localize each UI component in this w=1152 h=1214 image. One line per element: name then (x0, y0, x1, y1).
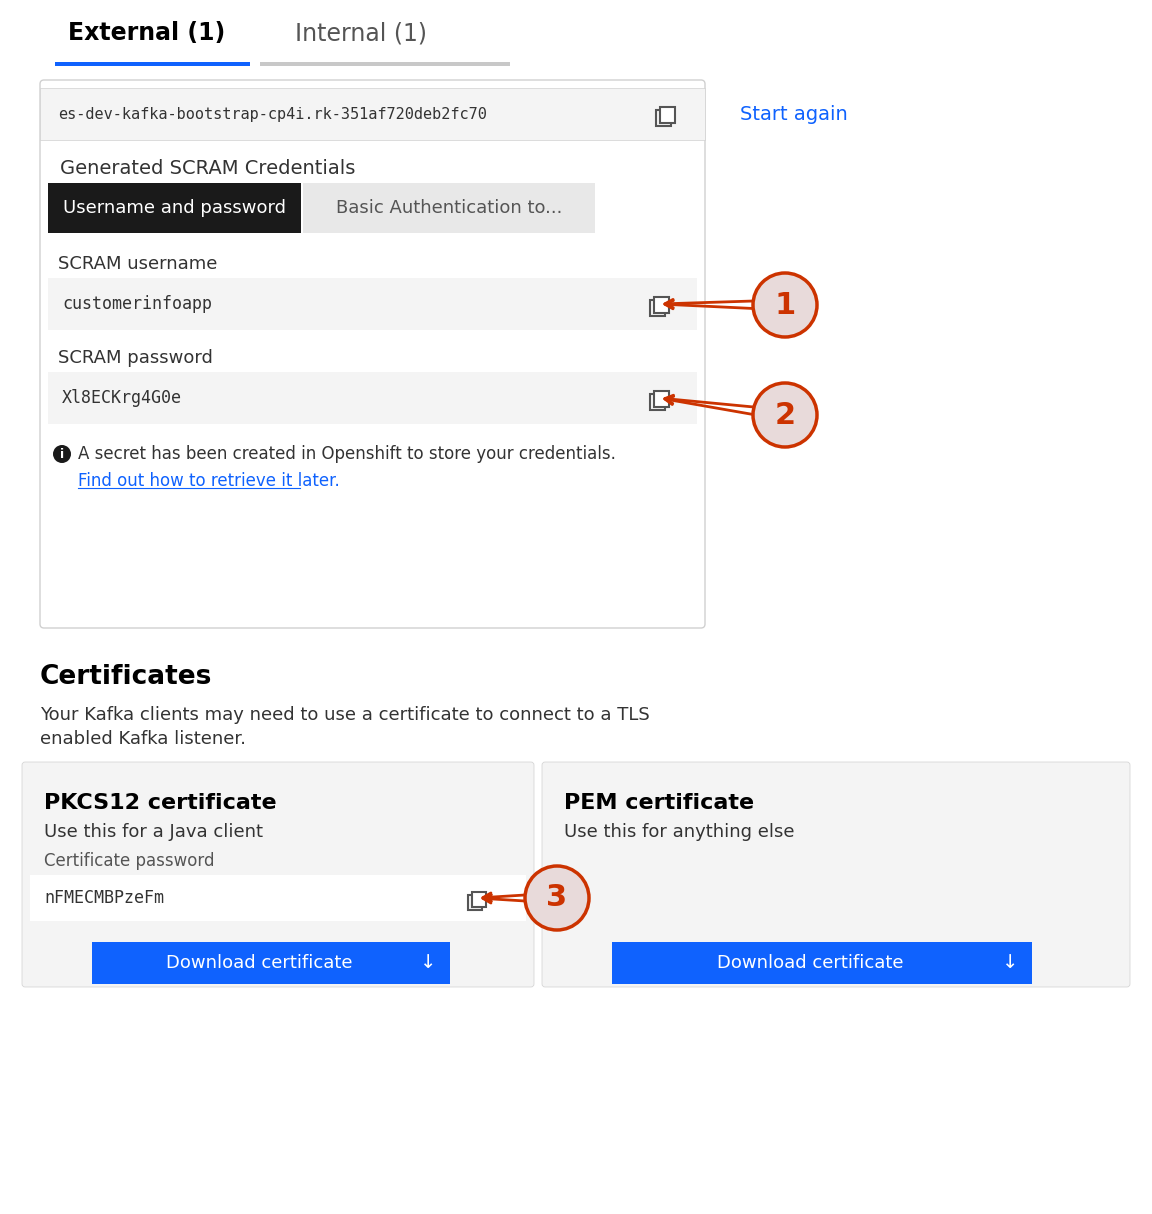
FancyBboxPatch shape (650, 395, 665, 410)
Circle shape (753, 382, 817, 447)
Text: es-dev-kafka-bootstrap-cp4i.rk-351af720deb2fc70: es-dev-kafka-bootstrap-cp4i.rk-351af720d… (58, 107, 487, 121)
Circle shape (753, 273, 817, 337)
Text: i: i (60, 448, 65, 460)
Text: nFMECMBPzeFm: nFMECMBPzeFm (44, 889, 164, 907)
Text: Certificates: Certificates (40, 664, 212, 690)
Text: ↓: ↓ (419, 953, 437, 972)
Text: PKCS12 certificate: PKCS12 certificate (44, 793, 276, 813)
Text: Certificate password: Certificate password (44, 852, 214, 870)
Text: Download certificate: Download certificate (166, 954, 353, 972)
Text: Start again: Start again (740, 104, 848, 124)
FancyBboxPatch shape (654, 391, 669, 407)
Text: Use this for anything else: Use this for anything else (564, 823, 795, 841)
FancyBboxPatch shape (22, 762, 535, 987)
FancyBboxPatch shape (541, 762, 1130, 987)
Text: Find out how to retrieve it later.: Find out how to retrieve it later. (78, 472, 340, 490)
Text: SCRAM password: SCRAM password (58, 348, 213, 367)
FancyBboxPatch shape (92, 942, 450, 985)
FancyBboxPatch shape (40, 87, 705, 140)
Text: 3: 3 (546, 884, 568, 913)
FancyBboxPatch shape (48, 371, 697, 424)
FancyBboxPatch shape (654, 297, 669, 313)
Text: Username and password: Username and password (63, 199, 286, 217)
Text: customerinfoapp: customerinfoapp (62, 295, 212, 313)
Circle shape (525, 866, 589, 930)
FancyBboxPatch shape (660, 107, 675, 123)
Text: 1: 1 (774, 290, 796, 319)
FancyBboxPatch shape (303, 183, 594, 233)
Text: ↓: ↓ (1002, 953, 1018, 972)
FancyBboxPatch shape (55, 62, 250, 66)
Text: Your Kafka clients may need to use a certificate to connect to a TLS: Your Kafka clients may need to use a cer… (40, 707, 650, 724)
FancyBboxPatch shape (650, 300, 665, 316)
FancyBboxPatch shape (655, 110, 670, 126)
Text: 2: 2 (774, 401, 796, 430)
Text: Basic Authentication to...: Basic Authentication to... (336, 199, 562, 217)
Text: A secret has been created in Openshift to store your credentials.: A secret has been created in Openshift t… (78, 446, 616, 463)
Text: PEM certificate: PEM certificate (564, 793, 755, 813)
Text: Xl8ECKrg4G0e: Xl8ECKrg4G0e (62, 388, 182, 407)
FancyBboxPatch shape (48, 278, 697, 330)
FancyBboxPatch shape (48, 183, 301, 233)
Text: Use this for a Java client: Use this for a Java client (44, 823, 263, 841)
Text: SCRAM username: SCRAM username (58, 255, 218, 273)
FancyBboxPatch shape (30, 875, 526, 921)
Text: Download certificate: Download certificate (717, 954, 903, 972)
Circle shape (53, 446, 71, 463)
Text: Internal (1): Internal (1) (295, 21, 427, 45)
FancyBboxPatch shape (612, 942, 1032, 985)
FancyBboxPatch shape (472, 892, 486, 907)
Text: Generated SCRAM Credentials: Generated SCRAM Credentials (60, 159, 355, 178)
FancyBboxPatch shape (260, 62, 510, 66)
Text: External (1): External (1) (68, 21, 226, 45)
Text: enabled Kafka listener.: enabled Kafka listener. (40, 730, 247, 748)
FancyBboxPatch shape (468, 895, 482, 910)
FancyBboxPatch shape (40, 80, 705, 628)
